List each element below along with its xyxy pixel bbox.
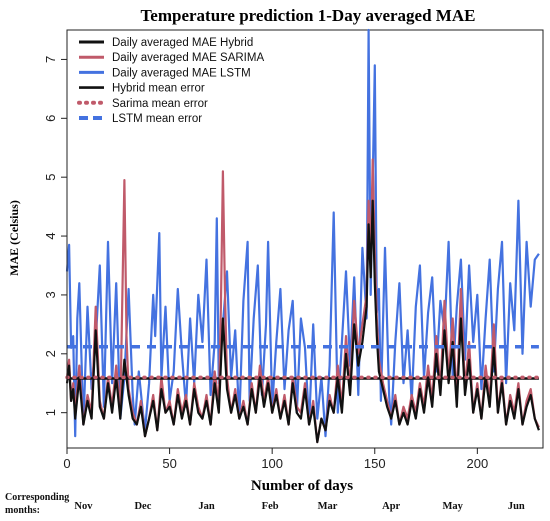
y-axis-label: MAE (Celsius) [7,200,21,276]
x-tick-label: 150 [364,456,386,471]
y-tick-label: 6 [43,115,58,122]
x-axis-label: Number of days [251,478,353,494]
y-tick-label: 4 [43,232,58,239]
months-row: NovDecJanFebMarAprMayJunJul [74,501,525,512]
months-caption-line1: Corresponding [5,492,69,503]
y-tick-label: 3 [43,291,58,298]
legend-label-daily-averaged-mae-lstm: Daily averaged MAE LSTM [112,67,251,79]
y-axis: 1 2 3 4 5 6 7 [43,56,68,416]
month-label-mar: Mar [318,501,338,512]
month-label-feb: Feb [262,501,279,512]
y-tick-label: 1 [43,409,58,416]
x-tick-label: 0 [63,456,70,471]
x-tick-label: 50 [162,456,176,471]
chart-title: Temperature prediction 1-Day averaged MA… [141,6,476,25]
month-label-jun: Jun [508,501,525,512]
legend-label-daily-averaged-mae-hybrid: Daily averaged MAE Hybrid [112,37,253,49]
x-axis: 0 50 100 150 200 [63,447,488,471]
legend-label-daily-averaged-mae-sarima: Daily averaged MAE SARIMA [112,52,264,64]
series-daily-averaged-mae-hybrid [65,199,540,444]
legend: Daily averaged MAE Hybrid Daily averaged … [77,37,264,125]
legend-label-lstm-mean-error: LSTM mean error [112,113,202,125]
legend-label-hybrid-mean-error: Hybrid mean error [112,83,205,95]
month-label-jan: Jan [198,501,215,512]
y-tick-label: 5 [43,174,58,181]
x-tick-label: 100 [261,456,283,471]
month-label-apr: Apr [382,501,400,512]
months-caption-line2: months: [5,505,40,516]
y-tick-label: 2 [43,350,58,357]
mean-lines-layer [65,344,541,380]
y-tick-label: 7 [43,56,58,63]
month-label-may: May [443,501,464,512]
month-label-nov: Nov [74,501,93,512]
legend-label-sarima-mean-error: Sarima mean error [112,98,208,110]
x-tick-label: 200 [466,456,488,471]
month-label-dec: Dec [134,501,151,512]
